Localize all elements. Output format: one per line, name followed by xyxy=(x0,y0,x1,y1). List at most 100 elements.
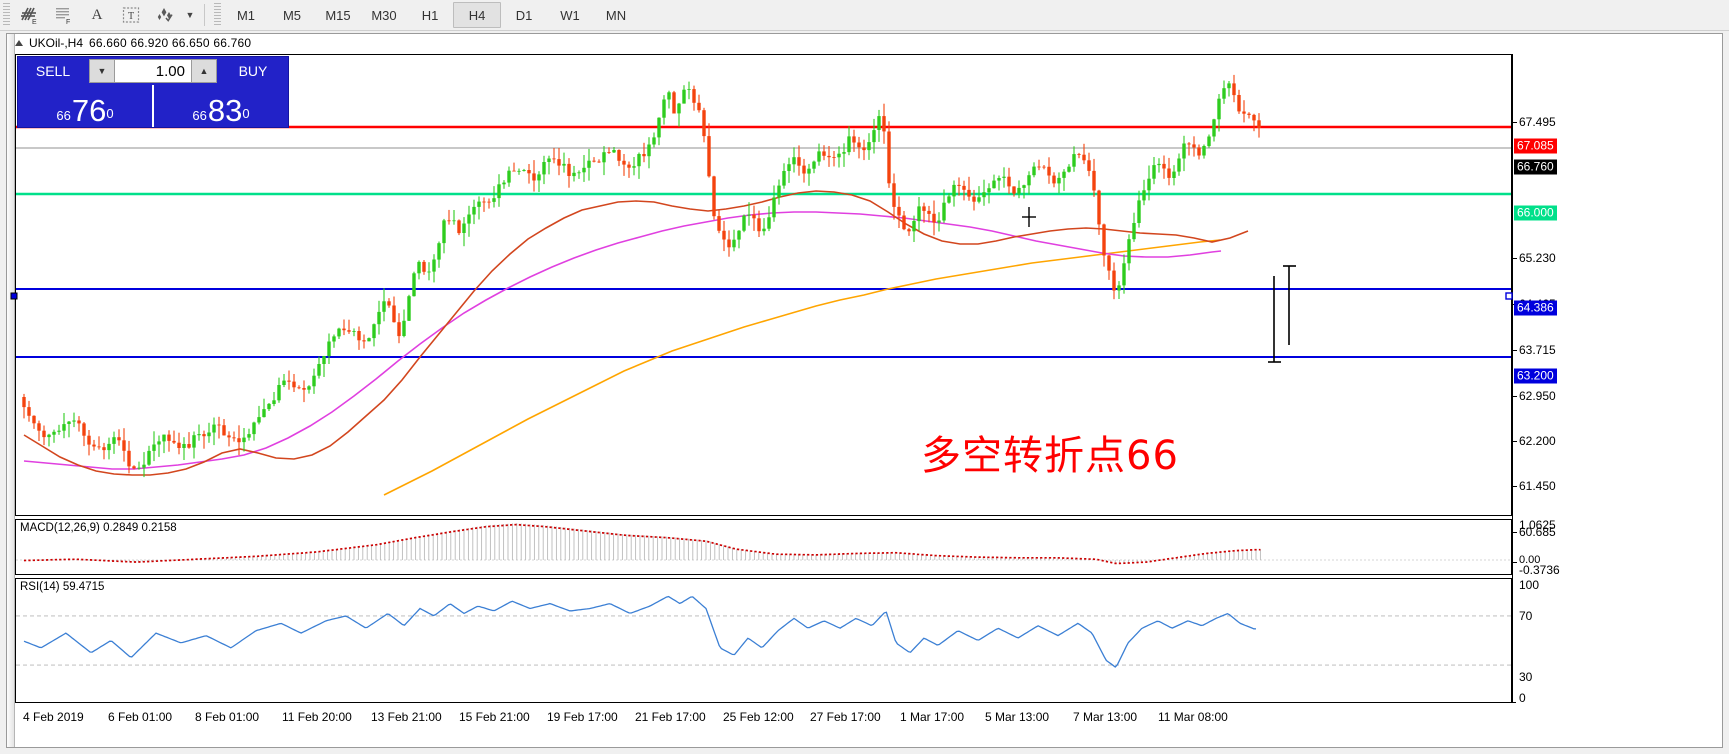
buy-price-fraction: 0 xyxy=(242,106,250,121)
trade-panel-prices: 66 76 0 66 83 0 xyxy=(18,85,288,127)
sell-price-prefix: 66 xyxy=(56,108,71,123)
timeframe-grip[interactable] xyxy=(214,3,221,27)
time-label-0: 4 Feb 2019 xyxy=(23,710,84,724)
buy-price[interactable]: 66 83 0 xyxy=(154,85,288,127)
candlestick-series xyxy=(22,74,1261,478)
left-scroll-rail[interactable] xyxy=(7,34,15,747)
volume-increment-button[interactable]: ▲ xyxy=(191,59,217,83)
chevron-up-icon: ▲ xyxy=(199,65,209,76)
price-tick-65230: 65.230 xyxy=(1519,251,1556,265)
buy-price-main: 83 xyxy=(207,93,243,128)
trade-panel-divider xyxy=(152,85,154,127)
rsi-chart-svg xyxy=(16,595,1511,668)
timeframe-d1[interactable]: D1 xyxy=(515,7,533,23)
price-tick-63715: 63.715 xyxy=(1519,343,1556,357)
macd-axis-zero: 0.00 xyxy=(1519,554,1541,566)
time-label-13: 11 Mar 08:00 xyxy=(1158,710,1228,724)
rsi-label: RSI(14) 59.4715 xyxy=(20,581,105,593)
main-price-pane[interactable]: 多空转折点66 xyxy=(15,54,1512,516)
time-label-12: 7 Mar 13:00 xyxy=(1073,710,1138,724)
time-axis[interactable]: 4 Feb 2019 6 Feb 01:00 8 Feb 01:00 11 Fe… xyxy=(15,706,1716,730)
chevron-down-icon: ▼ xyxy=(97,65,107,76)
level-handle-left-64386[interactable] xyxy=(9,288,21,300)
price-label-resistance: 67.085 xyxy=(1514,138,1557,154)
timeframe-mn[interactable]: MN xyxy=(605,7,627,23)
objects-dropdown-icon[interactable]: ▼ xyxy=(185,10,195,20)
text-label-icon[interactable]: T xyxy=(114,2,148,28)
rsi-axis-30: 30 xyxy=(1519,670,1533,684)
macd-pane[interactable]: MACD(12,26,9) 0.2849 0.2158 xyxy=(15,519,1512,575)
time-label-1: 6 Feb 01:00 xyxy=(108,710,173,724)
toolbar-divider xyxy=(204,4,205,26)
timeframe-h1[interactable]: H1 xyxy=(421,7,439,23)
time-label-9: 27 Feb 17:00 xyxy=(810,710,881,724)
buy-button[interactable]: BUY xyxy=(218,57,288,85)
svg-text:E: E xyxy=(32,19,37,25)
price-label-63200: 63.200 xyxy=(1514,368,1557,384)
level-handle-right-64386[interactable] xyxy=(1504,288,1516,300)
time-label-10: 1 Mar 17:00 xyxy=(900,710,965,724)
price-chart-svg xyxy=(16,125,1511,496)
timeframe-m1[interactable]: M1 xyxy=(236,7,256,23)
ma-mid-magenta xyxy=(23,211,1222,470)
time-label-6: 19 Feb 17:00 xyxy=(547,710,618,724)
timeframe-w1[interactable]: W1 xyxy=(560,7,580,23)
ma-fast-red xyxy=(23,190,1249,476)
time-label-3: 11 Feb 20:00 xyxy=(282,710,352,724)
sell-button[interactable]: SELL xyxy=(18,57,88,85)
toolbar: E F A T xyxy=(0,0,1729,31)
time-label-5: 15 Feb 21:00 xyxy=(459,710,530,724)
volume-stepper[interactable]: ▼ 1.00 ▲ xyxy=(89,59,217,83)
time-label-11: 5 Mar 13:00 xyxy=(985,710,1050,724)
price-tick-62950: 62.950 xyxy=(1519,389,1556,403)
volume-decrement-button[interactable]: ▼ xyxy=(89,59,115,83)
price-tick-67495: 67.495 xyxy=(1519,115,1556,129)
timeframe-m5[interactable]: M5 xyxy=(282,7,302,23)
time-label-7: 21 Feb 17:00 xyxy=(635,710,706,724)
time-label-2: 8 Feb 01:00 xyxy=(195,710,260,724)
chart-symbol: UKOil-,H4 xyxy=(29,36,84,50)
rsi-axis-0: 0 xyxy=(1519,691,1526,705)
chart-titlebar: UKOil-,H4 66.660 66.920 66.650 66.760 xyxy=(15,35,251,51)
price-label-current: 66.760 xyxy=(1514,159,1557,175)
expert-advisor-icon[interactable]: E xyxy=(12,2,46,28)
volume-input[interactable]: 1.00 xyxy=(115,59,191,83)
toolbar-grip[interactable] xyxy=(3,3,10,27)
plot-container: 多空转折点66 MACD(12,26,9) 0.2849 0.2158 RSI(… xyxy=(10,54,1724,747)
ma-slow-orange xyxy=(383,239,1221,496)
axis-vertical-line xyxy=(1512,54,1513,703)
timeframe-m15[interactable]: M15 xyxy=(325,7,351,23)
timeframe-m30[interactable]: M30 xyxy=(371,7,397,23)
chart-window: UKOil-,H4 66.660 66.920 66.650 66.760 xyxy=(6,33,1723,748)
objects-icon[interactable] xyxy=(148,2,182,28)
measure-markers[interactable] xyxy=(16,55,1511,515)
timeframe-h4[interactable]: H4 xyxy=(453,2,501,28)
text-object-icon[interactable]: A xyxy=(91,6,103,23)
rsi-pane[interactable]: RSI(14) 59.4715 xyxy=(15,578,1512,703)
price-axis[interactable]: 67.495 65.230 64.465 63.715 62.950 62.20… xyxy=(1512,54,1724,705)
price-tick-62200: 62.200 xyxy=(1519,434,1556,448)
sell-price-main: 76 xyxy=(71,93,107,128)
collapse-triangle-icon[interactable] xyxy=(15,40,23,46)
macd-axis-bottom: -0.3736 xyxy=(1519,563,1560,577)
sell-price-fraction: 0 xyxy=(106,106,114,121)
macd-axis-top: 1.0625 xyxy=(1519,518,1556,532)
price-tick-61450: 61.450 xyxy=(1519,479,1556,493)
sell-price[interactable]: 66 76 0 xyxy=(18,85,152,127)
svg-text:F: F xyxy=(66,19,70,25)
chart-annotation: 多空转折点66 xyxy=(921,433,1179,479)
rsi-axis-70: 70 xyxy=(1519,609,1533,623)
one-click-trading-panel: SELL ▼ 1.00 ▲ BUY 66 76 0 xyxy=(17,56,289,128)
chart-ohlc: 66.660 66.920 66.650 66.760 xyxy=(89,36,252,50)
svg-text:T: T xyxy=(128,11,134,22)
time-axis-separator xyxy=(15,702,1516,703)
macd-chart-svg xyxy=(16,523,1511,565)
buy-price-prefix: 66 xyxy=(192,108,207,123)
price-label-64386: 64.386 xyxy=(1514,300,1557,316)
price-label-support-66: 66.000 xyxy=(1514,205,1557,221)
time-label-4: 13 Feb 21:00 xyxy=(371,710,442,724)
rsi-axis-100: 100 xyxy=(1519,578,1540,592)
macd-label: MACD(12,26,9) 0.2849 0.2158 xyxy=(20,522,177,534)
indicator-list-icon[interactable]: F xyxy=(46,2,80,28)
